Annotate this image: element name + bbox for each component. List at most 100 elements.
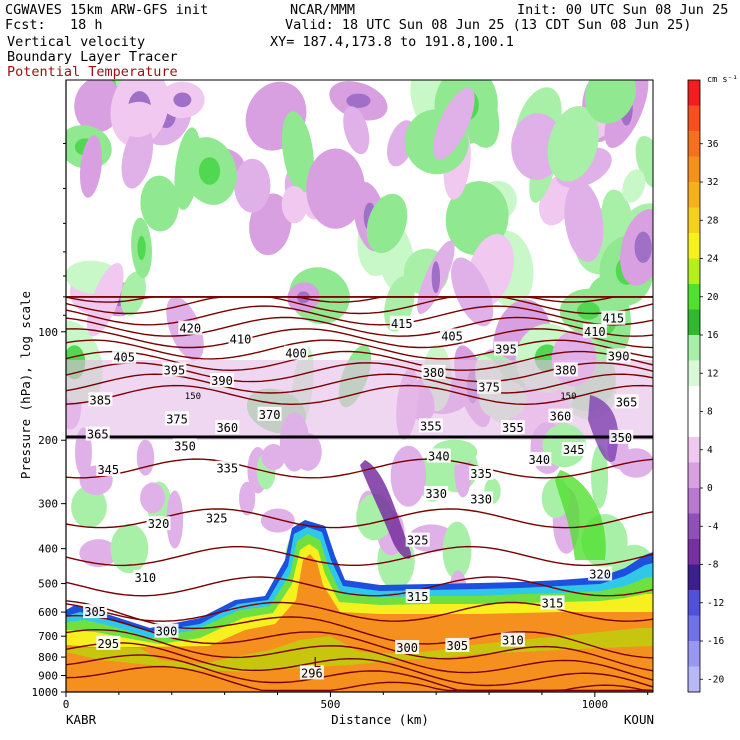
- theta-label: 405: [441, 329, 463, 343]
- theta-contour: [66, 328, 653, 349]
- theta-label-bg: [548, 408, 573, 423]
- downdraft-blob: [86, 262, 124, 337]
- y-tick-label: 800: [38, 651, 58, 664]
- theta-contour-labels: 420 415 4154104104054054003953953903903853…: [83, 310, 639, 680]
- theta-label-bg: [540, 595, 565, 610]
- theta-label: 370: [259, 408, 281, 422]
- downdraft-core: [634, 231, 652, 263]
- updraft-core: [198, 157, 221, 185]
- updraft-blob: [442, 521, 472, 580]
- downdraft-core: [431, 261, 441, 294]
- updraft-blob: [110, 523, 149, 574]
- downdraft-blob: [121, 125, 154, 189]
- theta-label: 300: [396, 641, 418, 655]
- downdraft-blob: [260, 508, 295, 533]
- theta-label: 315: [407, 590, 429, 604]
- theta-label: 325: [206, 512, 228, 526]
- downdraft-blob: [617, 448, 653, 478]
- theta-label: 395: [495, 343, 517, 357]
- downdraft-blob: [306, 148, 365, 229]
- theta-label-bg: [165, 411, 190, 426]
- downdraft-blob: [451, 257, 494, 327]
- downdraft-blob: [140, 482, 165, 514]
- theta-label: 340: [528, 453, 550, 467]
- theta-label: 365: [616, 395, 638, 409]
- y-tick-label: 300: [38, 498, 58, 511]
- downdraft-blob: [343, 106, 370, 155]
- theta-label-bg: [299, 665, 324, 680]
- colorbar-swatch: [688, 80, 700, 106]
- wave-downdraft-core: [360, 460, 411, 559]
- y-tick-label: 500: [38, 578, 58, 591]
- theta-label-bg: [178, 320, 203, 335]
- theta-label-bg: [96, 462, 121, 477]
- colorbar-tick-label: 4: [707, 445, 713, 456]
- theta-label: 340: [428, 450, 450, 464]
- y-tick-label: 100: [38, 326, 58, 339]
- theta-label: 375: [166, 412, 188, 426]
- theta-label: 320: [589, 568, 611, 582]
- theta-contour: [66, 316, 653, 337]
- colorbar-tick-label: -8: [707, 560, 719, 571]
- theta-label-bg: [154, 623, 179, 638]
- downdraft-blob: [238, 481, 256, 516]
- downdraft-blob: [281, 185, 308, 224]
- theta-label-bg: [469, 465, 494, 480]
- theta-label-bg: [228, 331, 253, 346]
- theta-label-bg: [85, 426, 110, 441]
- updraft-blob: [281, 111, 314, 193]
- theta-label-bg: [426, 448, 451, 463]
- theta-label-bg: [609, 429, 634, 444]
- y-tick-label: 700: [38, 630, 58, 643]
- theta-contour: [66, 628, 653, 681]
- colorbar-swatch: [688, 182, 700, 208]
- theta-label: 325: [407, 534, 429, 548]
- theta-label: 310: [134, 571, 156, 585]
- colorbar-swatch: [688, 360, 700, 387]
- colorbar-swatch: [688, 131, 700, 157]
- theta-label-bg: [215, 460, 240, 475]
- theta-label-bg: [215, 420, 240, 435]
- endpoint-left: KABR: [66, 712, 97, 727]
- theta-label-bg: [96, 635, 121, 650]
- colorbar-tick-label: -12: [707, 598, 724, 609]
- theta-label: 360: [216, 421, 238, 435]
- x-tick-label: 500: [320, 698, 340, 711]
- theta-label-bg: [162, 362, 187, 377]
- theta-contour: [66, 458, 653, 479]
- colorbar-tick-label: 0: [707, 483, 713, 494]
- downdraft-core: [346, 93, 371, 108]
- colorbar: 36 32 28 24 20 16 12 8 4 0 -4 -8 -12 -16 -20: [687, 79, 724, 693]
- x-tick-label: 0: [63, 698, 70, 711]
- colorbar-frame: [687, 79, 701, 693]
- colorbar-swatch: [688, 437, 700, 463]
- theta-label: 296: [301, 666, 323, 680]
- downdraft-blob: [74, 80, 123, 133]
- theta-label: 350: [174, 439, 196, 453]
- y-axis-title: Pressure (hPa), log scale: [18, 291, 33, 479]
- colorbar-swatch: [688, 284, 700, 310]
- downdraft-blob: [166, 490, 184, 549]
- theta-label: 420: [179, 322, 201, 336]
- theta-label: 320: [148, 517, 170, 531]
- field-potential-temperature: Potential Temperature: [7, 64, 178, 80]
- colorbar-swatch: [688, 105, 700, 132]
- theta-label-bg: [527, 452, 552, 467]
- x-axis-ticks: 0 500 1000: [63, 692, 649, 711]
- theta-label: 355: [502, 421, 524, 435]
- theta-contour: [66, 384, 653, 406]
- theta-label-bg: [83, 604, 108, 619]
- theta-label: 365: [87, 428, 109, 442]
- theta-label: 405: [113, 351, 135, 365]
- theta-label: 335: [470, 467, 492, 481]
- updraft-blob: [590, 444, 609, 509]
- org-label: NCAR/MMM: [290, 2, 356, 18]
- theta-label: 310: [502, 634, 524, 648]
- init-time: Init: 00 UTC Sun 08 Jun 25: [517, 2, 729, 18]
- theta-label-bg: [582, 323, 607, 338]
- updraft-blob: [547, 106, 599, 182]
- colorbar-swatch: [688, 258, 700, 285]
- wave-downdraft-core: [588, 395, 619, 462]
- wave-updraft-core: [555, 470, 606, 560]
- colorbar-swatch: [688, 411, 700, 438]
